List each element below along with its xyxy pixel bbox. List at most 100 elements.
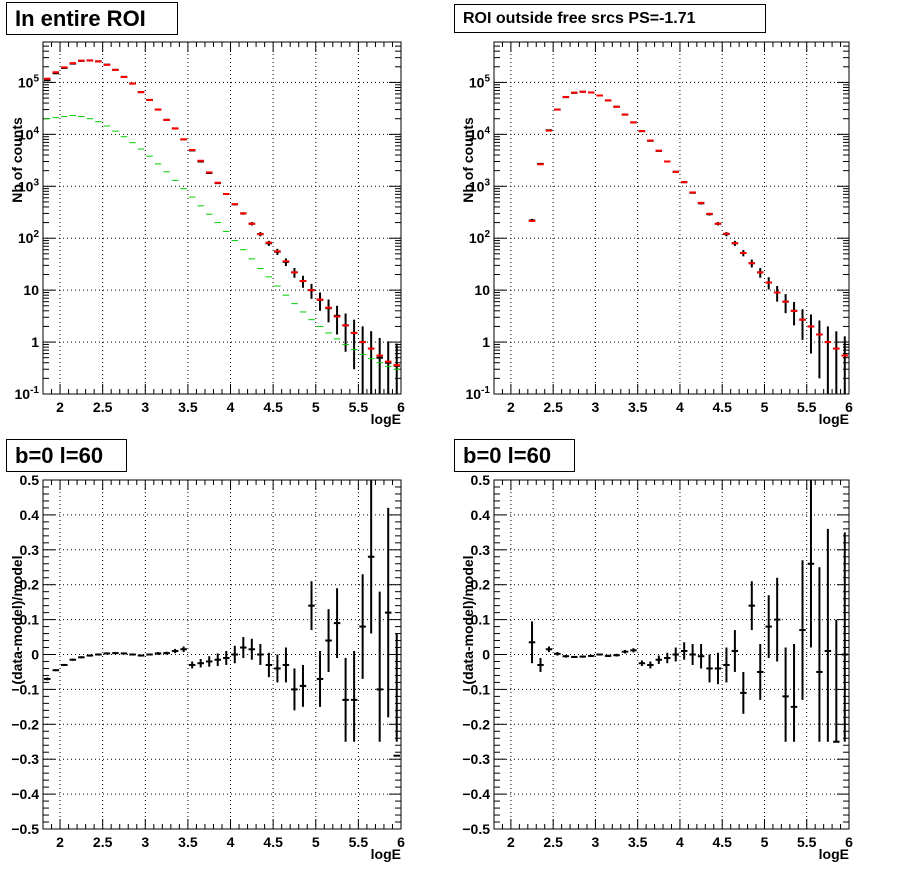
- x-axis-label: logE: [819, 846, 849, 862]
- data-point: [816, 320, 823, 379]
- data-point: [163, 651, 170, 655]
- y-tick-label: 102: [469, 229, 491, 246]
- data-point: [528, 621, 536, 664]
- y-tick-label: 0.3: [20, 542, 40, 558]
- plot-frame: [42, 41, 402, 395]
- data-point: [824, 528, 832, 742]
- y-tick-label: 10: [23, 282, 39, 298]
- x-tick-label: 2.5: [93, 399, 113, 415]
- data-point: [782, 647, 789, 742]
- x-tick-label: 3.5: [628, 834, 648, 850]
- data-point: [308, 283, 315, 299]
- data-point: [137, 654, 145, 657]
- y-tick-label: 0.4: [471, 507, 491, 523]
- data-point: [350, 651, 358, 742]
- data-point: [180, 646, 187, 653]
- x-tick-label: 2.5: [543, 834, 563, 850]
- data-point: [129, 653, 136, 656]
- data-point: [61, 663, 68, 667]
- data-point: [316, 292, 324, 311]
- panel-3-title: b=0 l=60: [6, 439, 127, 472]
- data-point: [799, 560, 806, 700]
- series-2: [44, 59, 400, 367]
- data-point: [308, 581, 315, 631]
- x-axis-label: logE: [371, 846, 401, 862]
- x-axis-label: logE: [371, 411, 401, 427]
- x-tick-label: 3.5: [628, 399, 648, 415]
- data-point: [282, 647, 290, 683]
- x-tick-label: 3.5: [178, 399, 198, 415]
- x-tick-label: 3.5: [178, 834, 198, 850]
- data-point: [231, 645, 239, 664]
- data-point: [579, 655, 586, 658]
- y-tick-label: 0: [482, 647, 490, 663]
- y-tick-label: 0.2: [471, 577, 491, 593]
- data-point: [782, 294, 789, 314]
- data-point: [647, 661, 654, 669]
- y-tick-label: −0.2: [462, 716, 490, 732]
- data-point: [214, 653, 221, 667]
- data-point: [154, 652, 162, 655]
- data-point: [613, 653, 620, 657]
- data-point: [103, 652, 111, 655]
- data-point: [376, 591, 383, 742]
- x-tick-label: 4.5: [712, 834, 732, 850]
- data-point: [248, 638, 256, 660]
- data-point: [841, 532, 848, 742]
- data-point: [841, 336, 848, 394]
- x-tick-label: 5: [761, 834, 769, 850]
- x-axis-label: logE: [819, 411, 849, 427]
- x-tick-label: 2.5: [93, 834, 113, 850]
- data-point: [95, 653, 102, 656]
- data-point: [723, 647, 730, 683]
- data-point: [765, 595, 772, 658]
- panel-4-title: b=0 l=60: [454, 439, 575, 472]
- x-tick-label: 4.5: [263, 399, 283, 415]
- y-tick-label: −0.1: [11, 681, 39, 697]
- data-point: [384, 507, 392, 718]
- data-point: [537, 657, 544, 672]
- data-point: [78, 656, 85, 659]
- data-point: [367, 331, 375, 394]
- y-tick-label: 1: [482, 334, 490, 350]
- data-point: [807, 480, 815, 648]
- data-point: [325, 299, 332, 323]
- series-2: [528, 90, 848, 357]
- y-axis-label: (data-model)/model: [460, 555, 476, 684]
- data-point: [146, 653, 153, 656]
- x-tick-label: 2: [56, 399, 64, 415]
- data-point: [359, 326, 366, 394]
- x-tick-label: 2.5: [543, 399, 563, 415]
- y-axis-label: (data-model)/model: [9, 555, 25, 684]
- panel-1-title: In entire ROI: [6, 2, 178, 35]
- data-point: [265, 652, 273, 678]
- x-tick-label: 6: [397, 834, 405, 850]
- y-tick-label: 105: [18, 73, 40, 90]
- data-point: [562, 654, 570, 658]
- y-tick-label: 0.5: [20, 472, 40, 488]
- x-tick-label: 3: [592, 399, 600, 415]
- data-point: [740, 671, 747, 714]
- y-tick-label: −0.3: [11, 751, 39, 767]
- y-tick-label: −0.5: [462, 821, 490, 837]
- data-point: [604, 654, 612, 657]
- y-tick-label: 103: [18, 177, 40, 194]
- data-point: [240, 637, 247, 658]
- y-axis-label: Nb of counts: [460, 117, 476, 203]
- x-tick-label: 3: [141, 834, 149, 850]
- data-point: [731, 630, 739, 672]
- data-point: [316, 651, 324, 707]
- x-tick-label: 4: [227, 399, 235, 415]
- data-point: [672, 647, 679, 662]
- x-tick-label: 6: [845, 834, 853, 850]
- x-tick-label: 5.5: [349, 399, 369, 415]
- y-tick-label: 105: [469, 73, 491, 90]
- data-point: [773, 577, 781, 662]
- series-1: [44, 480, 400, 757]
- x-tick-label: 3: [592, 834, 600, 850]
- x-tick-label: 2: [507, 399, 515, 415]
- data-point: [188, 661, 196, 669]
